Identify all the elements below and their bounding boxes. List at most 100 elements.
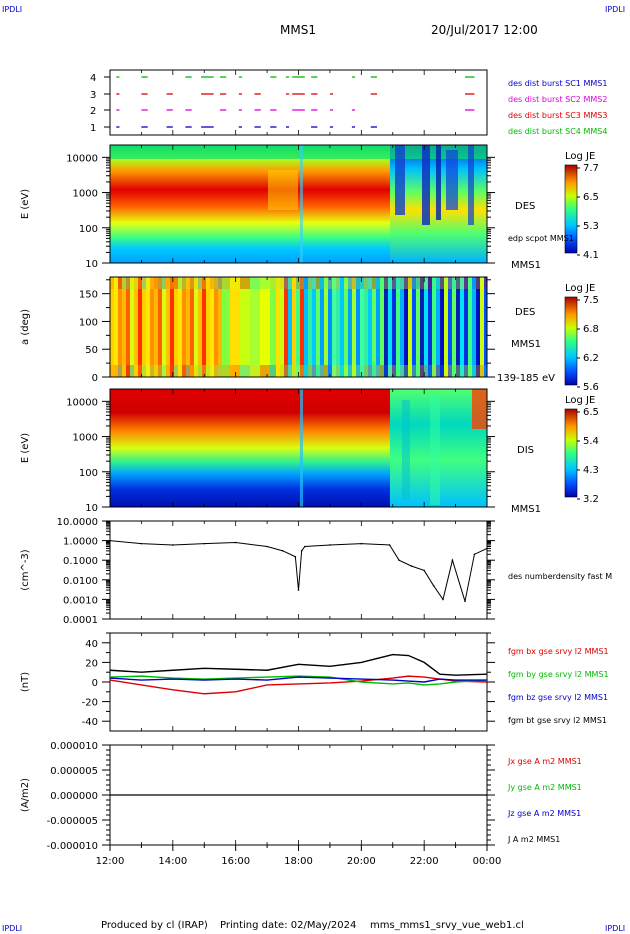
pitch-column: [428, 277, 433, 377]
pitch-ytick-label: 0: [92, 373, 98, 384]
pitch-column-top: [428, 277, 433, 289]
current-legend-entry: Jz gse A m2 MMS1: [507, 809, 581, 818]
pitch-column: [134, 277, 139, 377]
pitch-column: [194, 277, 199, 377]
pitch-column: [284, 277, 289, 377]
pitch-column-bottom: [288, 365, 293, 377]
pitch-column-top: [146, 277, 151, 289]
fgm-legend-entry: fgm bz gse srvy l2 MMS1: [508, 693, 608, 702]
density-point: [303, 545, 306, 548]
pitch-column: [464, 277, 469, 377]
density-ytick-label: 0.1000: [63, 556, 98, 567]
y-axis-label: E (eV): [20, 433, 31, 463]
pitch-column-bottom: [476, 365, 481, 377]
fgm-series-bt: [109, 653, 488, 676]
pitch-column-bottom: [324, 365, 329, 377]
pitch-column-top: [464, 277, 469, 289]
pitch-column: [270, 277, 277, 377]
pitch-column-top: [166, 277, 171, 289]
pitch-column-top: [292, 277, 297, 289]
pitch-column: [126, 277, 131, 377]
ytick-label: 1000: [73, 189, 98, 200]
pitch-column: [424, 277, 429, 377]
pitch-column-bottom: [404, 365, 409, 377]
colorbar-tick-label: 4.3: [583, 465, 599, 476]
pitch-column-top: [296, 277, 301, 289]
pitch-column: [292, 277, 297, 377]
pitch-column: [376, 277, 381, 377]
pitch-column: [280, 277, 285, 377]
pitch-column: [468, 277, 473, 377]
density-point: [234, 541, 237, 544]
pitch-column-bottom: [134, 365, 139, 377]
density-point: [203, 542, 206, 545]
pitch-column-top: [150, 277, 155, 289]
pitch-column-top: [336, 277, 341, 289]
colorbar: [564, 296, 578, 386]
pitch-column-bottom: [480, 365, 485, 377]
pitch-column-top: [218, 277, 223, 289]
pitch-column-bottom: [376, 365, 381, 377]
pitch-column-bottom: [460, 365, 465, 377]
burst-ytick-label: 1: [90, 123, 96, 134]
dis-energy-panel: 10 100 1000 10000 E (eV): [20, 388, 495, 514]
pitch-column: [484, 277, 488, 377]
pitch-column-bottom: [190, 365, 195, 377]
corner-label-bottom-right: IPDLI: [605, 924, 625, 933]
pitch-column-bottom: [440, 365, 445, 377]
colorbar-title: Log JE: [565, 395, 595, 406]
pitch-column-bottom: [122, 365, 127, 377]
y-axis-label: E (eV): [20, 189, 31, 219]
pitch-column-bottom: [360, 365, 365, 377]
pitch-column-top: [408, 277, 413, 289]
pitch-column: [328, 277, 333, 377]
density-point: [360, 542, 363, 545]
pitch-column-bottom: [316, 365, 321, 377]
pitch-column-bottom: [344, 365, 349, 377]
colorbar-tick-label: 7.5: [583, 295, 599, 306]
ytick-label: 10: [85, 259, 98, 270]
density-ytick-label: 0.0010: [63, 595, 98, 606]
pitch-column-bottom: [356, 365, 361, 377]
pitch-column: [408, 277, 413, 377]
current-legend-entry: Jy gse A m2 MMS1: [507, 783, 582, 792]
density-legend-entry: des numberdensity fast M: [508, 572, 612, 581]
pitch-column: [206, 277, 211, 377]
pitch-column: [154, 277, 159, 377]
pitch-column-top: [396, 277, 401, 289]
pitch-column: [416, 277, 421, 377]
colorbar-title: Log JE: [565, 283, 595, 294]
pitch-column-top: [460, 277, 465, 289]
pitch-column: [288, 277, 293, 377]
pitch-column-bottom: [432, 365, 437, 377]
density-point: [300, 550, 303, 552]
pitch-column: [182, 277, 187, 377]
current-legend-entry: J A m2 MMS1: [507, 835, 560, 844]
pitch-column: [174, 277, 179, 377]
y-axis-label: (A/m2): [20, 778, 31, 812]
pitch-column-top: [118, 277, 123, 289]
corner-label-top-left: IPDLI: [2, 5, 22, 14]
density-point: [464, 600, 466, 603]
pitch-column-top: [284, 277, 289, 289]
density-point: [473, 553, 476, 556]
pitch-column-top: [316, 277, 321, 289]
pitch-column: [380, 277, 385, 377]
fgm-ytick-label: 20: [85, 658, 98, 669]
pitch-column: [356, 277, 361, 377]
pitch-column-top: [250, 277, 261, 289]
y-axis-label: (cm^-3): [20, 549, 31, 590]
x-tick-label: 20:00: [347, 856, 376, 867]
pitch-column-bottom: [166, 365, 171, 377]
pitch-column-bottom: [380, 365, 385, 377]
x-tick-label: 22:00: [410, 856, 439, 867]
burst-legend-entry: des dist burst SC3 MMS3: [508, 111, 607, 120]
pitch-column-top: [194, 277, 199, 289]
pitch-column-top: [356, 277, 361, 289]
pitch-column-top: [130, 277, 135, 289]
fgm-ytick-label: 40: [85, 639, 98, 650]
pitch-column-bottom: [436, 365, 441, 377]
pitch-column-top: [412, 277, 417, 289]
pitch-column-top: [332, 277, 337, 289]
pitch-column-top: [206, 277, 211, 289]
